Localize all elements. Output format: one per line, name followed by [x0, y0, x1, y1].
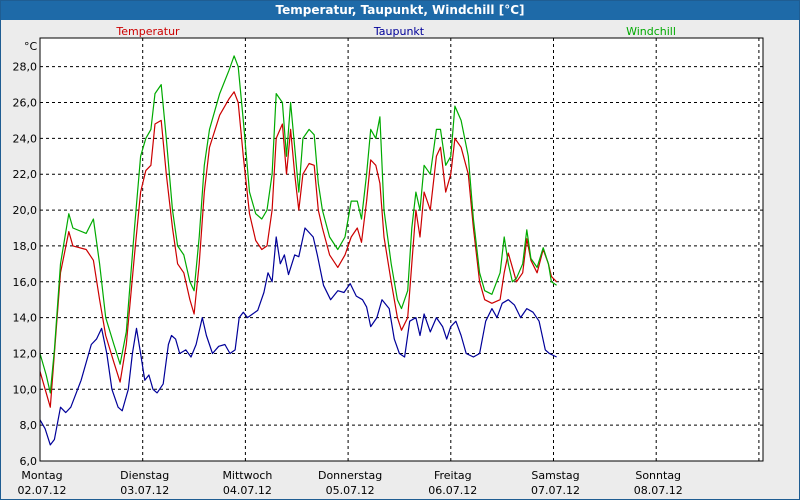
x-tick-day: Donnerstag: [318, 469, 382, 482]
legend-entry: Windchill: [626, 25, 676, 38]
x-tick-date: 05.07.12: [326, 484, 375, 497]
y-tick-label: 12,0: [13, 347, 38, 360]
y-tick-label: 26,0: [13, 97, 38, 110]
y-tick-label: 24,0: [13, 132, 38, 145]
y-tick-label: 16,0: [13, 276, 38, 289]
series-line-taupunkt: [39, 227, 557, 446]
series-group: [39, 55, 558, 446]
y-tick-label: 22,0: [13, 168, 38, 181]
plot-area: [40, 38, 763, 461]
x-tick-date: 02.07.12: [18, 484, 67, 497]
y-tick-label: 6,0: [20, 455, 38, 468]
x-tick-day: Samstag: [531, 469, 579, 482]
plot-frame: [39, 37, 764, 462]
plot-background: [40, 38, 763, 461]
window-title: Temperatur, Taupunkt, Windchill [°C]: [1, 1, 799, 20]
x-tick-date: 08.07.12: [634, 484, 683, 497]
y-tick-label: 18,0: [13, 240, 38, 253]
legend-entry: Temperatur: [115, 25, 180, 38]
x-tick-day: Sonntag: [635, 469, 681, 482]
x-tick-labels: Montag 02.07.12 Dienstag 03.07.12 Mittwoch 04…: [18, 469, 683, 497]
y-tick-label: 14,0: [13, 312, 38, 325]
x-tick-day: Dienstag: [120, 469, 169, 482]
y-axis-label: °C: [24, 40, 38, 53]
series-line-temperatur: [39, 91, 558, 408]
series-line-windchill: [39, 55, 557, 394]
x-tick-day: Mittwoch: [222, 469, 272, 482]
y-tick-label: 10,0: [13, 383, 38, 396]
axes: [39, 37, 764, 462]
legend: Temperatur Taupunkt Windchill: [115, 25, 676, 38]
legend-entry: Taupunkt: [373, 25, 425, 38]
y-tick-labels: 6,0 8,0 10,0 12,0 14,0 16,0 18,0 20,0 22,0 24,0 26…: [13, 61, 38, 468]
x-tick-date: 03.07.12: [120, 484, 169, 497]
x-tick-date: 07.07.12: [531, 484, 580, 497]
y-tick-label: 20,0: [13, 204, 38, 217]
x-tick-day: Montag: [21, 469, 62, 482]
y-tick-label: 28,0: [13, 61, 38, 74]
y-tick-label: 8,0: [20, 419, 38, 432]
grid-lines: [40, 38, 763, 461]
x-tick-day: Freitag: [434, 469, 472, 482]
x-tick-date: 06.07.12: [428, 484, 477, 497]
x-tick-date: 04.07.12: [223, 484, 272, 497]
